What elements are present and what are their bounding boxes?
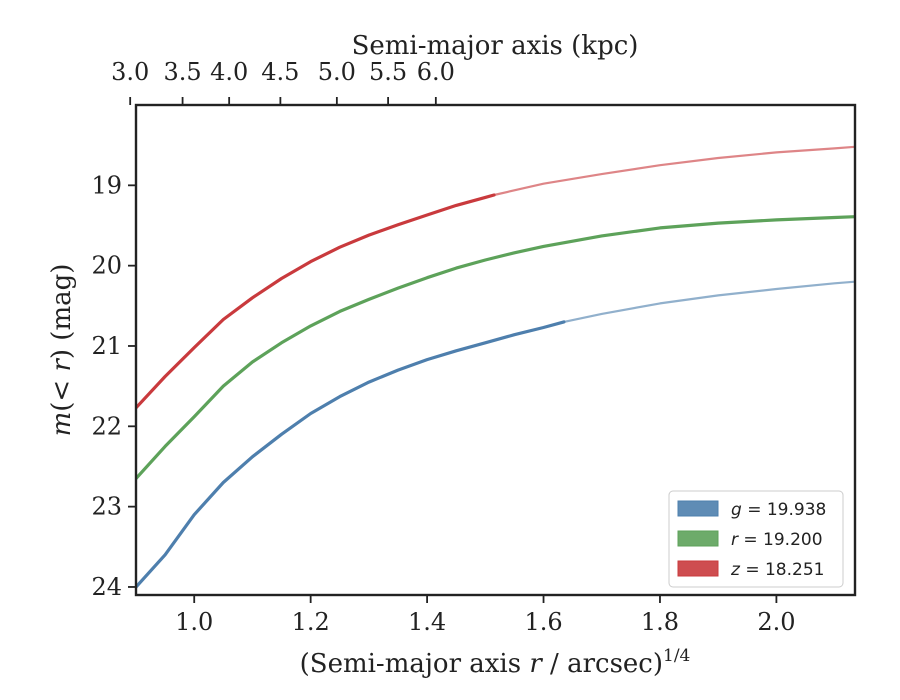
- series-r-line: [136, 215, 855, 481]
- series-layer: [136, 145, 855, 589]
- legend-label-var: r: [731, 530, 739, 550]
- series-z-line: [136, 193, 496, 410]
- y-tick-label: 24: [91, 573, 122, 601]
- x-axis-title-before: (Semi-major axis: [300, 649, 530, 679]
- legend-label-z: z = 18.251: [730, 560, 824, 580]
- y-axis-title-close: ): [47, 349, 77, 359]
- y-tick-label: 22: [91, 412, 122, 440]
- x-tick-label: 1.4: [408, 608, 446, 636]
- x-axis-title: (Semi-major axis r / arcsec)1/4: [300, 646, 691, 679]
- top-x-tick-label: 4.5: [261, 58, 299, 86]
- x-axis-title-sup: 1/4: [663, 646, 690, 666]
- legend-label-value: = 18.251: [740, 560, 825, 580]
- y-axis-title-func: m: [47, 412, 77, 437]
- legend-label-r: r = 19.200: [731, 530, 823, 550]
- top-x-tick-label: 4.0: [210, 58, 248, 86]
- x-tick-label: 2.0: [757, 608, 795, 636]
- series-g-line: [136, 320, 566, 589]
- top-x-tick-label: 5.0: [318, 58, 356, 86]
- y-tick-label: 20: [91, 252, 122, 280]
- top-x-tick-label: 5.5: [369, 58, 407, 86]
- legend-label-var: g: [731, 500, 742, 520]
- x-tick-label: 1.8: [641, 608, 679, 636]
- x-tick-label: 1.6: [524, 608, 562, 636]
- top-x-tick-label: 3.0: [111, 58, 149, 86]
- y-tick-label: 19: [91, 171, 122, 199]
- legend-swatch-r: [677, 530, 719, 547]
- x-tick-label: 1.0: [175, 608, 213, 636]
- top-x-axis-title: Semi-major axis (kpc): [352, 31, 639, 61]
- axes-layer: 1.0 1.2 1.4 1.6 1.8 2.0 19 20 21 22 23 24 3.0 3.5 4.0 4…: [91, 58, 857, 636]
- x-axis-title-after: / arcsec): [542, 649, 663, 679]
- plot-frame: [134, 103, 857, 597]
- top-x-tick-label: 6.0: [417, 58, 455, 86]
- y-axis-title-var: r: [47, 358, 77, 372]
- legend-label-var: z: [730, 560, 741, 580]
- legend-label-value: = 19.200: [738, 530, 823, 550]
- legend-swatch-g: [677, 500, 719, 517]
- x-axis-title-var: r: [529, 649, 543, 679]
- y-tick-label: 23: [91, 493, 122, 521]
- y-axis-title-lt: <: [47, 372, 77, 402]
- y-tick-label: 21: [91, 332, 122, 360]
- legend-swatch-z: [677, 560, 719, 577]
- x-tick-label: 1.2: [292, 608, 330, 636]
- legend-label-g: g = 19.938: [731, 500, 826, 520]
- top-x-tick-label: 3.5: [163, 58, 201, 86]
- legend-label-value: = 19.938: [742, 500, 827, 520]
- y-axis-title-open: (: [47, 402, 77, 412]
- y-axis-title-unit: (mag): [47, 264, 77, 349]
- y-axis-title: m(< r) (mag): [47, 264, 77, 437]
